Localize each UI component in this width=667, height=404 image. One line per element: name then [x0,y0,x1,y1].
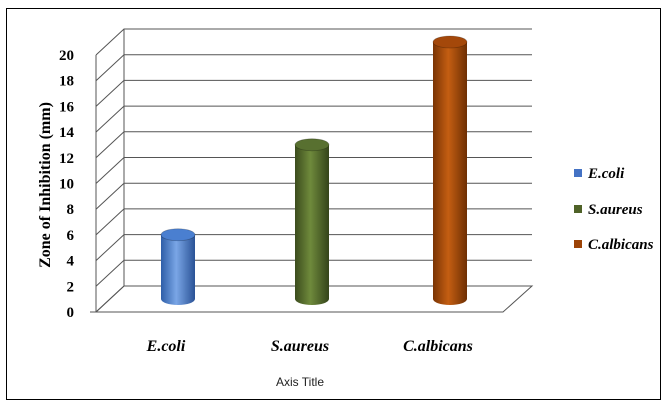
legend-entry: S.aureus [588,202,643,218]
y-tick-label: 14 [59,125,75,141]
chart-frame [6,8,661,400]
y-axis: 0 2 4 6 8 10 12 14 16 18 20 [59,48,75,321]
bar-saureus [295,144,329,305]
y-tick-label: 6 [67,228,75,244]
gridlines [90,28,534,313]
y-tick-label: 18 [59,74,74,90]
bar-cap [160,228,196,242]
bars [160,35,468,305]
y-tick-label: 2 [67,279,75,295]
y-tick-label: 20 [59,48,74,64]
x-axis-labels: E.coli S.aureus C.albicans [146,338,473,355]
y-tick-label: 0 [67,305,75,321]
legend-swatch [574,169,582,177]
x-axis-title: Axis Title [276,375,324,389]
y-tick-label: 12 [59,151,74,167]
y-axis-title: Zone of Inhibition (mm) [37,102,54,268]
x-tick-label: C.albicans [403,338,473,355]
bar-calbicans [433,42,467,305]
legend-swatch [574,240,582,248]
y-tick-label: 10 [59,177,74,193]
x-tick-label: E.coli [146,338,186,355]
y-tick-label: 4 [67,254,75,270]
bar-ecoli [161,234,195,305]
bar-cap [432,35,468,49]
legend-entry: E.coli [587,166,625,182]
legend-swatch [574,205,582,213]
y-tick-label: 8 [67,202,75,218]
legend-entry: C.albicans [588,237,654,253]
x-tick-label: S.aureus [271,338,329,355]
legend: E.coli S.aureus C.albicans [574,166,654,253]
bar-cap [294,138,330,152]
y-tick-label: 16 [59,99,75,115]
